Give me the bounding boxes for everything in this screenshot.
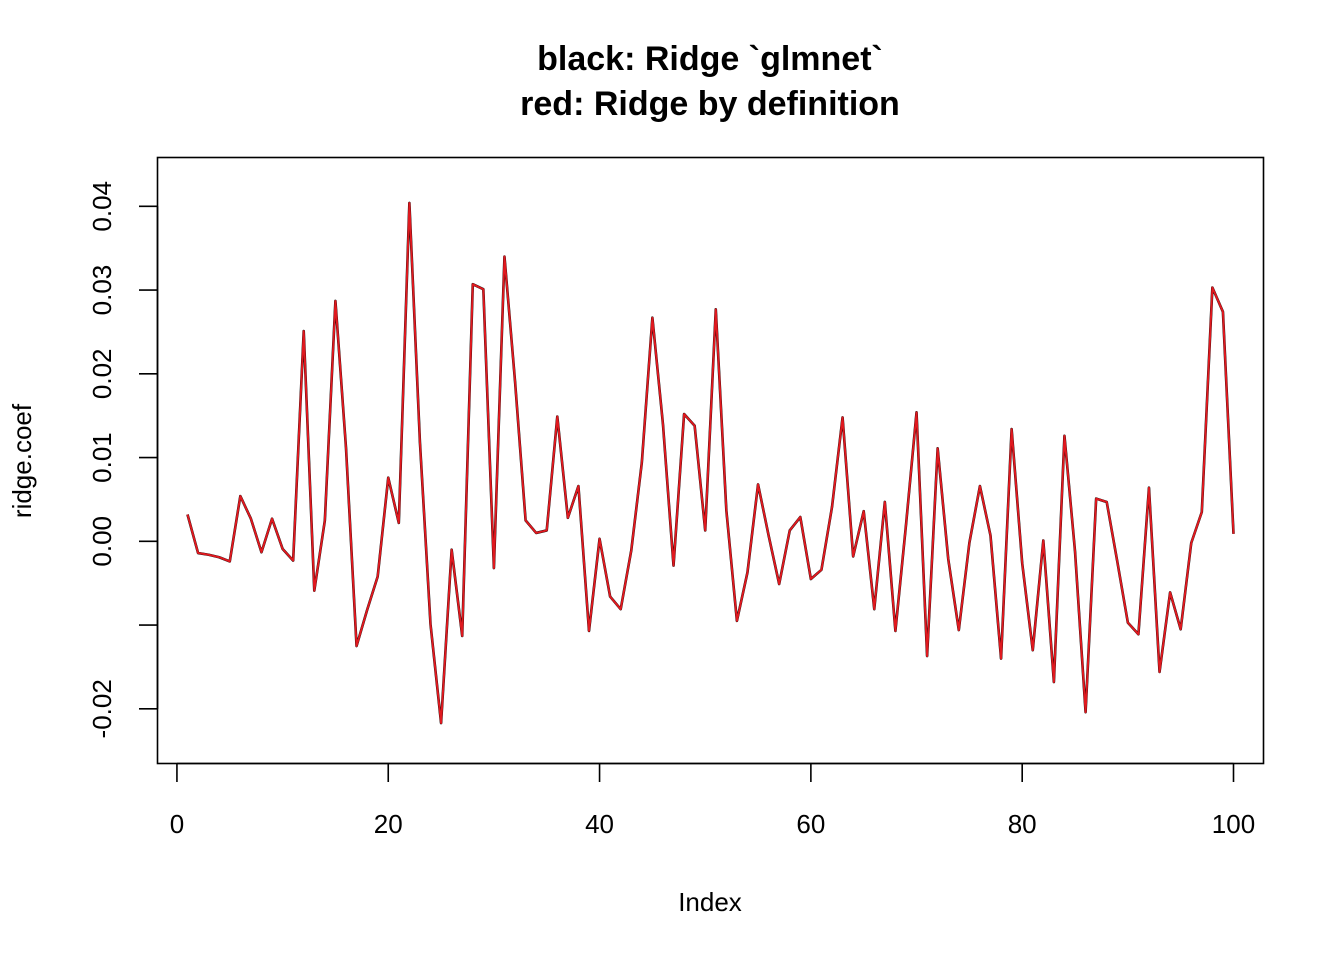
y-tick-label: -0.02: [87, 679, 117, 738]
x-tick-label: 40: [585, 809, 614, 839]
y-tick-label: 0.02: [87, 349, 117, 400]
x-tick-label: 0: [170, 809, 184, 839]
x-tick-label: 80: [1008, 809, 1037, 839]
y-tick-label: 0.04: [87, 181, 117, 232]
series-line-definition: [186, 201, 1235, 725]
series-line-glmnet: [186, 201, 1235, 725]
y-tick-label: 0.00: [87, 516, 117, 567]
y-axis-label: ridge.coef: [7, 403, 37, 518]
x-tick-label: 60: [796, 809, 825, 839]
x-tick-label: 20: [374, 809, 403, 839]
chart-title-line-1: black: Ridge `glmnet`: [537, 40, 883, 78]
y-tick-label: 0.01: [87, 432, 117, 483]
y-axis: -0.02 0.00 0.01 0.02 0.03 0.04: [87, 181, 159, 738]
plot-frame: [156, 156, 1265, 765]
x-axis: 0 20 40 60 80 100: [170, 762, 1255, 839]
y-tick-label: 0.03: [87, 265, 117, 316]
chart-title-line-2: red: Ridge by definition: [520, 85, 900, 123]
x-axis-label: Index: [678, 887, 742, 917]
series-layer: [186, 201, 1235, 725]
x-tick-label: 100: [1212, 809, 1255, 839]
